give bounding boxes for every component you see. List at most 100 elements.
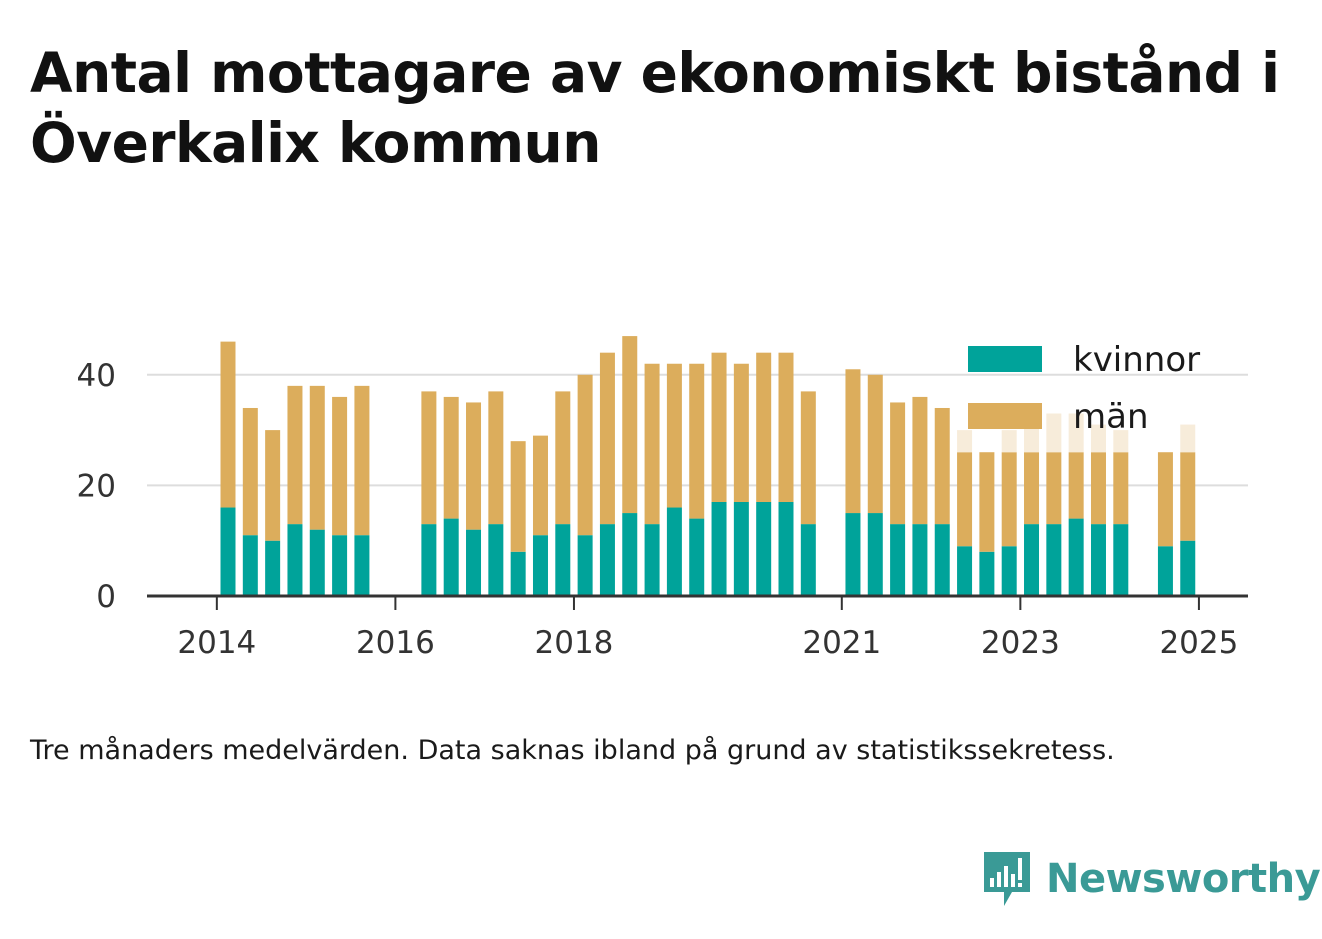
bar-man	[466, 402, 482, 530]
bar-kvinnor	[287, 524, 303, 596]
bar-kvinnor	[1113, 524, 1129, 596]
x-tick-label: 2021	[802, 625, 881, 661]
bar-kvinnor	[622, 513, 638, 596]
newsworthy-logo-icon	[984, 852, 1030, 906]
bar-man	[957, 452, 973, 547]
bar-man	[287, 385, 303, 525]
legend: kvinnor män	[968, 340, 1200, 437]
legend-label-man: män	[1073, 397, 1149, 437]
bar-kvinnor	[644, 524, 660, 596]
bar-kvinnor	[332, 535, 348, 596]
bar-kvinnor	[242, 535, 258, 596]
bar-kvinnor	[488, 524, 504, 596]
bar-man	[644, 363, 660, 525]
bar-man	[332, 396, 348, 536]
bar-kvinnor	[1068, 518, 1084, 596]
bar-kvinnor	[1046, 524, 1062, 596]
bar-man	[1157, 452, 1173, 547]
bar-kvinnor	[421, 524, 437, 596]
bar-man-preliminary	[1046, 413, 1062, 453]
bar-man	[555, 391, 571, 525]
bar-kvinnor	[309, 529, 325, 596]
bar-man	[354, 385, 370, 536]
bar-kvinnor	[890, 524, 906, 596]
bar-kvinnor	[466, 529, 482, 596]
bar-man	[220, 341, 236, 508]
bar-kvinnor	[912, 524, 928, 596]
bar-man	[845, 369, 861, 514]
bar-man	[1046, 452, 1062, 525]
bar-kvinnor	[1180, 540, 1196, 596]
footnote: Tre månaders medelvärden. Data saknas ib…	[30, 735, 1115, 766]
bar-man	[711, 352, 727, 502]
bar-kvinnor	[443, 518, 459, 596]
bar-man	[756, 352, 772, 502]
bar-man	[1090, 452, 1106, 525]
bar-man	[309, 385, 325, 530]
x-tick-label: 2014	[177, 625, 256, 661]
bar-kvinnor	[979, 551, 995, 596]
bar-man	[1113, 452, 1129, 525]
bar-kvinnor	[689, 518, 705, 596]
bar-kvinnor	[666, 507, 682, 596]
bar-man-preliminary	[1180, 424, 1196, 453]
bar-kvinnor	[599, 524, 615, 596]
bar-kvinnor	[1157, 546, 1173, 596]
bar-man	[265, 430, 281, 541]
bar-man-preliminary	[1068, 413, 1084, 453]
x-tick-label: 2025	[1159, 625, 1238, 661]
bar-man	[532, 435, 548, 536]
bar-kvinnor	[577, 535, 593, 596]
bar-man	[867, 374, 883, 514]
brand-logo[interactable]: Newsworthy	[982, 848, 1321, 910]
stacked-bar-chart: 0 20 40 2014 2016 2018 2021 2023 2025 kvinnor mä…	[77, 336, 1248, 661]
bar-kvinnor	[957, 546, 973, 596]
bar-kvinnor	[555, 524, 571, 596]
bar-man	[510, 441, 526, 552]
bar-kvinnor	[934, 524, 950, 596]
bar-man-preliminary	[957, 430, 973, 453]
bar-kvinnor	[510, 551, 526, 596]
bar-kvinnor	[778, 501, 794, 596]
bar-man	[979, 452, 995, 552]
bar-kvinnor	[1024, 524, 1040, 596]
bar-man	[912, 396, 928, 525]
bar-man	[800, 391, 816, 525]
bar-man	[934, 407, 950, 525]
y-tick-label: 0	[96, 579, 116, 615]
bar-kvinnor	[265, 540, 281, 596]
bar-kvinnor	[733, 501, 749, 596]
bar-kvinnor	[354, 535, 370, 596]
bar-kvinnor	[711, 501, 727, 596]
axis-layer: 0 20 40 2014 2016 2018 2021 2023 2025	[77, 358, 1248, 661]
bar-man	[242, 407, 258, 536]
legend-swatch-man	[968, 403, 1042, 429]
bar-man	[778, 352, 794, 502]
bar-kvinnor	[867, 513, 883, 596]
bar-kvinnor	[1090, 524, 1106, 596]
x-tick-label: 2016	[356, 625, 435, 661]
chart-title: Antal mottagare av ekonomiskt bistånd i …	[30, 41, 1280, 175]
bar-man	[733, 363, 749, 502]
bar-man	[599, 352, 615, 525]
bar-man	[622, 336, 638, 514]
bar-man	[1068, 452, 1084, 519]
brand-name: Newsworthy	[1046, 856, 1321, 902]
bar-man	[1001, 452, 1017, 547]
bar-man-preliminary	[1001, 430, 1017, 453]
bar-man	[1180, 452, 1196, 541]
bar-man	[421, 391, 437, 525]
bar-kvinnor	[1001, 546, 1017, 596]
bar-man	[443, 396, 459, 519]
legend-label-kvinnor: kvinnor	[1073, 340, 1200, 380]
bar-kvinnor	[800, 524, 816, 596]
y-tick-label: 40	[77, 358, 116, 394]
bar-man	[666, 363, 682, 508]
bar-kvinnor	[532, 535, 548, 596]
y-tick-label: 20	[77, 468, 116, 504]
bar-kvinnor	[845, 513, 861, 596]
x-tick-label: 2023	[981, 625, 1060, 661]
legend-swatch-kvinnor	[968, 346, 1042, 372]
bar-man-preliminary	[1113, 430, 1129, 453]
bar-kvinnor	[220, 507, 236, 596]
